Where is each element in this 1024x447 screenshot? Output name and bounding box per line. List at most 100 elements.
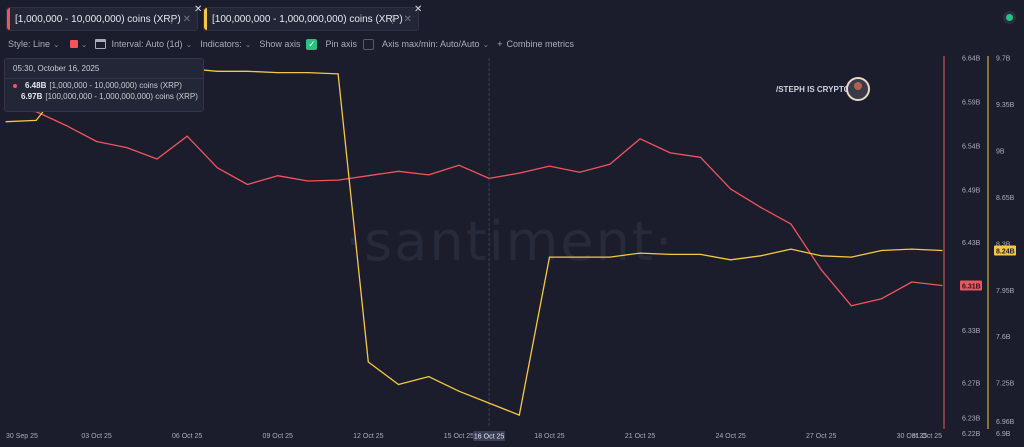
metric-tab-label: [1,000,000 - 10,000,000) coins (XRP)	[15, 13, 181, 25]
remove-metric-icon[interactable]: ✕	[403, 13, 412, 25]
data-point	[639, 252, 641, 254]
data-point	[458, 164, 460, 166]
metric-tab-small-holders[interactable]: [1,000,000 - 10,000,000) coins (XRP) ⋮ ✕	[6, 7, 198, 31]
right-axis-tick-label: 7.25B	[996, 381, 1015, 388]
left-axis-tick-label: 6.43B	[962, 240, 981, 247]
left-axis-tick-label: 6.64B	[962, 56, 981, 63]
combine-metrics-button[interactable]: + Combine metrics	[497, 39, 574, 49]
series-line-1	[5, 108, 943, 307]
data-point	[367, 175, 369, 177]
pin-axis-toggle[interactable]: Pin axis	[325, 38, 374, 50]
chevron-down-icon: ⌄	[53, 39, 60, 49]
data-point	[246, 70, 249, 72]
tooltip-row: 6.48B [1,000,000 - 10,000,000) coins (XR…	[5, 79, 203, 90]
last-value-badge	[994, 245, 1016, 256]
chart-tooltip: 05:30, October 16, 2025 6.48B [1,000,000…	[4, 58, 204, 112]
right-axis-tick-label: 8.3B	[996, 241, 1011, 248]
data-point	[367, 361, 369, 363]
plus-icon: +	[497, 39, 503, 49]
data-point	[5, 121, 7, 123]
data-point	[760, 255, 762, 257]
data-point	[941, 249, 943, 252]
data-point	[397, 383, 400, 386]
watermark: ·santiment·	[345, 210, 674, 273]
data-point	[609, 256, 611, 258]
data-point	[307, 180, 309, 182]
x-axis-tick-label: 21 Oct 25	[625, 433, 655, 440]
checkbox-checked-icon[interactable]: ✓	[306, 38, 318, 50]
right-axis-min-label: 6.9B	[996, 431, 1011, 438]
x-axis-tick-label: 24 Oct 25	[715, 433, 745, 440]
x-axis-tick-label: 15 Oct 25	[444, 433, 474, 440]
chevron-down-icon: ⌄	[482, 39, 490, 49]
x-axis-tick-label: 30 Sep 25	[6, 433, 38, 440]
data-point	[397, 170, 400, 172]
data-point	[488, 402, 490, 404]
data-point	[699, 253, 702, 255]
right-axis-tick-label: 8.65B	[996, 195, 1015, 202]
data-point	[579, 171, 581, 173]
data-point	[186, 135, 188, 137]
data-point	[760, 206, 762, 208]
remove-metric-icon[interactable]: ✕	[182, 13, 191, 25]
style-label: Style: Line	[8, 39, 51, 49]
x-axis-tick-label: 06 Oct 25	[172, 433, 202, 440]
axes: 6.23B6.27B6.33B6.38B6.43B6.49B6.54B6.59B…	[488, 56, 1016, 438]
indicators-label: Indicators:	[200, 39, 242, 49]
tooltip-value: 6.48B	[25, 81, 47, 90]
data-point	[579, 256, 581, 258]
data-point	[881, 249, 883, 252]
indicators-dropdown[interactable]: Indicators: ⌄	[200, 39, 251, 49]
checkbox-unchecked-icon[interactable]	[362, 38, 374, 50]
data-point	[277, 175, 279, 177]
data-point	[609, 163, 611, 165]
data-point	[65, 125, 67, 127]
show-axis-toggle[interactable]: Show axis ✓	[259, 38, 318, 50]
data-point	[730, 259, 732, 261]
axis-minmax-label: Axis max/min: Auto/Auto	[381, 39, 480, 49]
avatar-head	[854, 82, 862, 90]
last-value-label: 6.31B	[962, 284, 981, 291]
author-avatar	[846, 77, 870, 101]
close-icon[interactable]: ✕	[194, 4, 203, 15]
tooltip-label: [100,000,000 - 1,000,000,000) coins (XRP…	[45, 92, 198, 101]
left-axis-min-label: 6.22B	[962, 431, 981, 438]
data-point	[156, 158, 158, 160]
right-axis-tick-label: 9B	[996, 148, 1005, 155]
data-point	[337, 73, 339, 75]
data-point	[669, 253, 671, 255]
color-picker[interactable]: ⌄	[68, 39, 88, 49]
tooltip-row: 6.97B [100,000,000 - 1,000,000,000) coin…	[5, 90, 203, 101]
right-axis-tick-label: 6.96B	[996, 419, 1015, 426]
metric-tabs: [1,000,000 - 10,000,000) coins (XRP) ⋮ ✕…	[0, 0, 1024, 34]
data-point	[428, 174, 430, 176]
chevron-down-icon: ⌄	[80, 39, 88, 49]
data-point	[820, 269, 822, 271]
x-axis: 30 Sep 25 03 Oct 25 06 Oct 25 09 Oct 25 12 O…	[6, 431, 942, 441]
left-axis-tick-label: 6.49B	[962, 187, 981, 194]
more-options-icon[interactable]: ⋮	[166, 13, 177, 26]
metric-tab-label: [100,000,000 - 1,000,000,000) coins (XRP…	[212, 13, 403, 25]
axis-minmax-dropdown[interactable]: Axis max/min: Auto/Auto ⌄	[382, 39, 489, 49]
style-dropdown[interactable]: Style: Line ⌄	[8, 39, 60, 49]
close-icon[interactable]: ✕	[414, 4, 423, 15]
tooltip-label: [1,000,000 - 10,000,000) coins (XRP)	[49, 81, 182, 90]
left-axis-tick-label: 6.33B	[962, 328, 981, 335]
x-axis-tick-label: 31 Oct 25	[912, 433, 942, 440]
data-point	[881, 298, 883, 300]
data-point	[669, 152, 671, 154]
metric-tab-large-holders[interactable]: [100,000,000 - 1,000,000,000) coins (XRP…	[203, 7, 419, 31]
data-point	[518, 172, 520, 174]
crosshair-date-badge	[473, 431, 506, 441]
interval-dropdown[interactable]: Interval: Auto (1d) ⌄	[95, 39, 192, 49]
data-point	[850, 256, 853, 258]
data-point	[126, 147, 128, 149]
data-point	[639, 138, 641, 140]
series-dot	[13, 83, 17, 88]
more-options-icon[interactable]: ⋮	[387, 13, 398, 26]
data-point	[548, 165, 551, 167]
data-point	[790, 223, 792, 225]
data-point	[911, 248, 913, 250]
x-axis-tick-label: 12 Oct 25	[353, 433, 383, 440]
left-axis-tick-label: 6.23B	[962, 416, 981, 423]
